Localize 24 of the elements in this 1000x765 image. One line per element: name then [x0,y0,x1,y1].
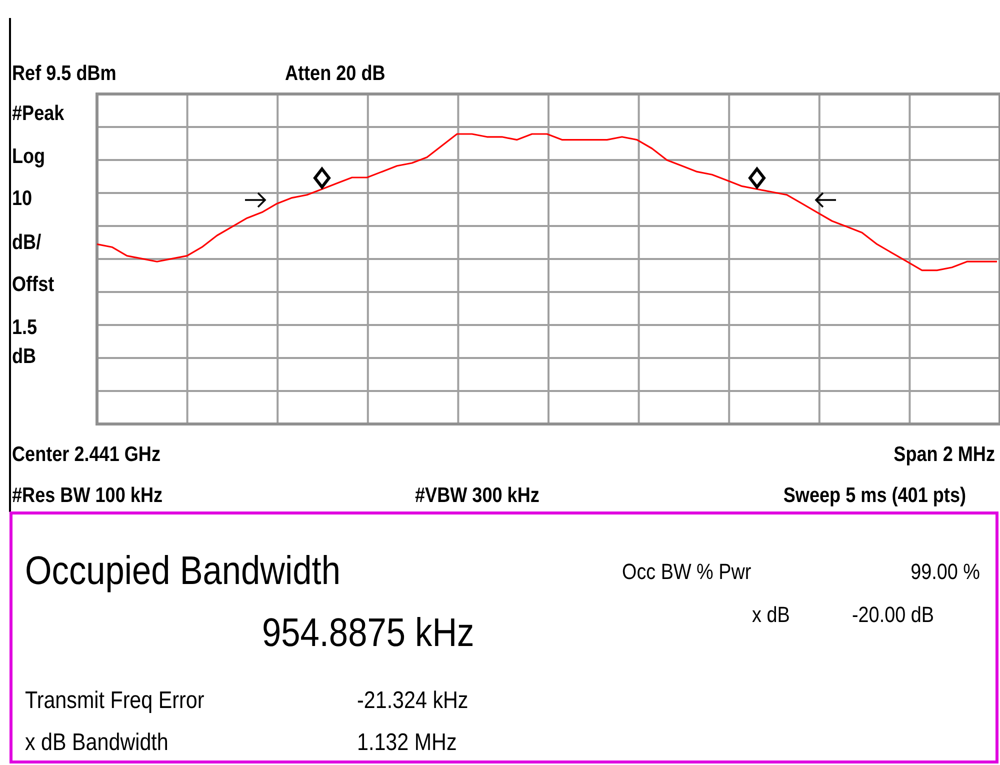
text: Ref 9.5 dBm [12,62,116,86]
text: #VBW 300 kHz [415,484,540,508]
text: dB [12,344,36,368]
text: Span 2 MHz [894,442,996,466]
text: Center 2.441 GHz [12,442,161,466]
text: 954.8875 kHz [262,610,474,655]
text: #Peak [12,102,64,126]
text: x dB Bandwidth [25,728,168,756]
text: 99.00 % [910,560,980,584]
text: 1.5 [12,316,38,340]
text: Transmit Freq Error [25,686,205,714]
text: Occupied Bandwidth [25,548,340,593]
text: Offst [12,272,55,296]
text: Log [12,144,46,168]
text: #Res BW 100 kHz [12,484,163,508]
text: 1.132 MHz [357,728,457,756]
text: -20.00 dB [852,602,934,628]
text: Sweep 5 ms (401 pts) [783,484,966,508]
text: Occ BW % Pwr [622,560,752,584]
text: x dB [752,602,790,628]
text: 10 [12,186,32,210]
text: Atten 20 dB [285,62,386,86]
text: dB/ [12,230,42,254]
text: -21.324 kHz [357,686,468,714]
